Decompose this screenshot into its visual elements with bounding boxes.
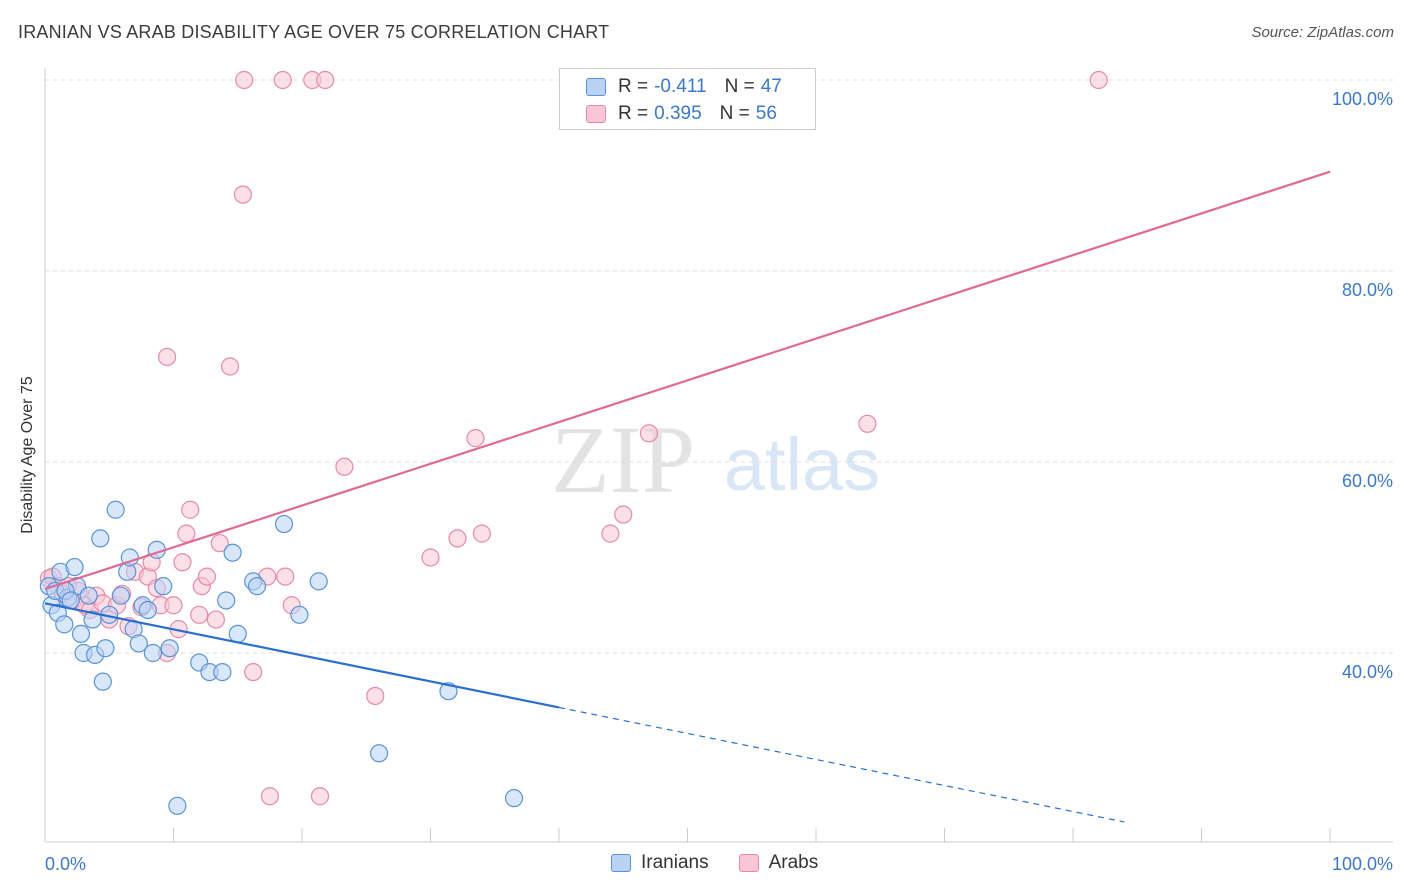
iranians-legend-label: Iranians <box>641 852 709 873</box>
iranians-point <box>55 615 74 634</box>
y-tick-label: 80.0% <box>1342 280 1393 300</box>
iranians-point <box>309 572 328 591</box>
y-tick-label: 40.0% <box>1342 662 1393 682</box>
arabs-n-label: N = <box>719 103 750 124</box>
arabs-point <box>181 500 200 519</box>
legend-row-arabs: R = 0.395 N = 56 <box>586 102 777 126</box>
correlation-legend: R = -0.411 N = 47 R = 0.395 N = 56 <box>559 68 816 130</box>
iranians-point <box>370 744 389 763</box>
arabs-point <box>220 357 240 376</box>
y-tick-label: 60.0% <box>1342 471 1393 491</box>
grid <box>45 79 1393 654</box>
arabs-point <box>197 567 217 586</box>
arabs-trendline <box>44 170 1331 591</box>
iranians-n-value: 47 <box>760 76 782 97</box>
series-legend: Iranians Arabs <box>611 852 848 874</box>
arabs-point <box>421 548 440 567</box>
iranians-point <box>93 672 112 691</box>
x-tick-label: 100.0% <box>1332 854 1393 874</box>
iranians-point <box>79 586 98 605</box>
iranians-point <box>96 639 115 658</box>
y-tick-label: 100.0% <box>1332 89 1393 109</box>
iranians-trendline-extension <box>558 706 1125 823</box>
iranians-n-label: N = <box>724 76 755 97</box>
arabs-point <box>639 424 659 443</box>
arabs-point <box>1089 70 1108 90</box>
arabs-n-value: 56 <box>755 103 777 124</box>
iranians-point <box>71 624 91 644</box>
iranians-point <box>290 605 309 624</box>
tick-labels: 40.0% 60.0% 80.0% 100.0% 0.0% 100.0% <box>45 89 1393 874</box>
trendlines <box>44 170 1331 823</box>
iranians-point <box>106 500 125 519</box>
arabs-point <box>164 596 183 615</box>
iranians-point <box>223 543 242 562</box>
arabs-point <box>448 529 467 548</box>
iranians-point <box>91 529 110 548</box>
iranians-points <box>39 500 524 815</box>
arabs-point <box>235 70 254 90</box>
arabs-point <box>260 787 279 806</box>
legend-item-arabs[interactable]: Arabs <box>738 852 819 874</box>
arabs-r-value: 0.395 <box>654 103 702 124</box>
watermark-zip: ZIP <box>551 406 695 513</box>
iranians-point <box>111 586 130 605</box>
arabs-point <box>601 524 620 543</box>
legend-row-iranians: R = -0.411 N = 47 <box>586 75 782 99</box>
arabs-point <box>472 524 491 543</box>
arabs-legend-swatch <box>738 854 759 872</box>
arabs-point <box>233 185 252 204</box>
source-label: Source: ZipAtlas.com <box>1251 24 1394 41</box>
arabs-point <box>177 524 196 543</box>
iranians-swatch <box>586 78 606 96</box>
axes <box>44 68 1393 843</box>
chart-title: IRANIAN VS ARAB DISABILITY AGE OVER 75 C… <box>18 22 610 42</box>
watermark: ZIP atlas <box>551 406 880 513</box>
iranians-point <box>228 624 247 644</box>
iranians-r-value: -0.411 <box>654 76 707 97</box>
arabs-point <box>206 610 226 629</box>
arabs-point <box>190 605 209 624</box>
arabs-point <box>173 553 192 572</box>
iranians-point <box>168 796 187 815</box>
iranians-point <box>247 577 267 596</box>
iranians-point <box>274 514 294 534</box>
arabs-point <box>210 534 229 553</box>
arabs-point <box>273 70 292 90</box>
iranians-point <box>129 634 148 653</box>
arabs-point <box>157 347 177 367</box>
iranians-point <box>138 600 157 620</box>
arabs-r-label: R = <box>618 103 649 124</box>
iranians-point <box>143 643 163 663</box>
arabs-point <box>335 457 354 476</box>
arabs-swatch <box>586 105 606 123</box>
arabs-point <box>310 787 330 806</box>
iranians-legend-swatch <box>611 854 631 872</box>
iranians-point <box>217 591 236 610</box>
arabs-point <box>858 414 877 433</box>
arabs-point <box>316 70 335 90</box>
iranians-r-label: R = <box>618 76 649 97</box>
iranians-point <box>83 610 102 629</box>
arabs-legend-label: Arabs <box>768 852 819 873</box>
iranians-point <box>213 662 232 682</box>
x-tick-label: 0.0% <box>45 854 86 874</box>
iranians-trendline <box>44 602 560 709</box>
arabs-point <box>244 662 263 682</box>
watermark-atlas: atlas <box>724 423 880 506</box>
legend-item-iranians[interactable]: Iranians <box>611 852 709 874</box>
arabs-point <box>276 567 295 586</box>
iranians-point <box>504 789 524 808</box>
arabs-point <box>614 505 633 524</box>
iranians-point <box>65 557 84 577</box>
arabs-point <box>466 429 485 448</box>
iranians-point <box>160 639 179 658</box>
arabs-point <box>366 686 385 706</box>
iranians-point <box>154 577 173 596</box>
